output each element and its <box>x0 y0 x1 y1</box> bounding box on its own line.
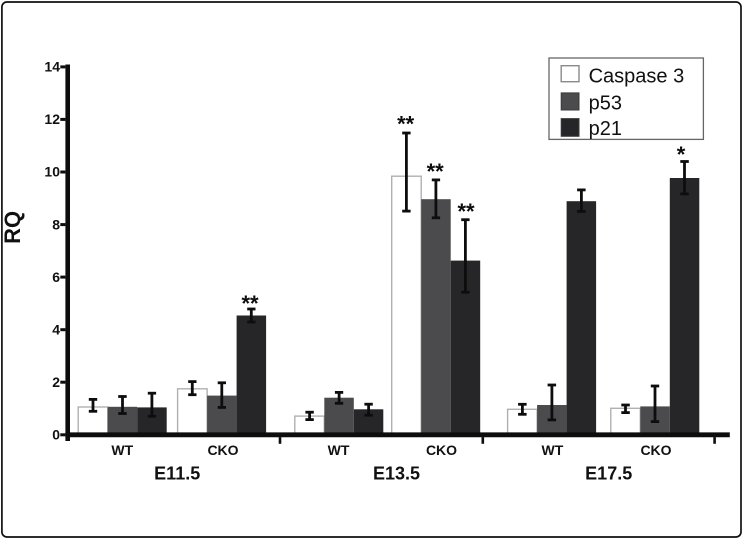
svg-text:**: ** <box>397 112 415 137</box>
svg-text:CKO: CKO <box>640 442 671 458</box>
svg-text:6: 6 <box>52 269 60 285</box>
svg-text:12: 12 <box>44 111 60 127</box>
svg-text:E13.5: E13.5 <box>373 464 420 484</box>
svg-text:WT: WT <box>542 442 564 458</box>
svg-text:**: ** <box>427 159 445 184</box>
svg-text:p53: p53 <box>589 92 622 114</box>
svg-text:2: 2 <box>52 374 60 390</box>
svg-text:RQ: RQ <box>0 211 25 244</box>
svg-text:E11.5: E11.5 <box>154 464 200 484</box>
svg-text:WT: WT <box>111 442 133 458</box>
svg-text:**: ** <box>457 199 475 224</box>
svg-text:10: 10 <box>44 164 60 180</box>
svg-text:Caspase 3: Caspase 3 <box>589 65 685 87</box>
svg-text:4: 4 <box>52 321 60 337</box>
svg-text:WT: WT <box>328 442 350 458</box>
svg-text:E17.5: E17.5 <box>585 464 632 484</box>
svg-text:CKO: CKO <box>207 442 238 458</box>
svg-text:*: * <box>677 142 686 167</box>
svg-text:p21: p21 <box>589 118 622 140</box>
svg-text:8: 8 <box>52 216 60 232</box>
svg-text:0: 0 <box>52 427 60 443</box>
svg-text:14: 14 <box>44 59 60 75</box>
svg-text:CKO: CKO <box>426 442 457 458</box>
svg-text:**: ** <box>241 291 259 316</box>
